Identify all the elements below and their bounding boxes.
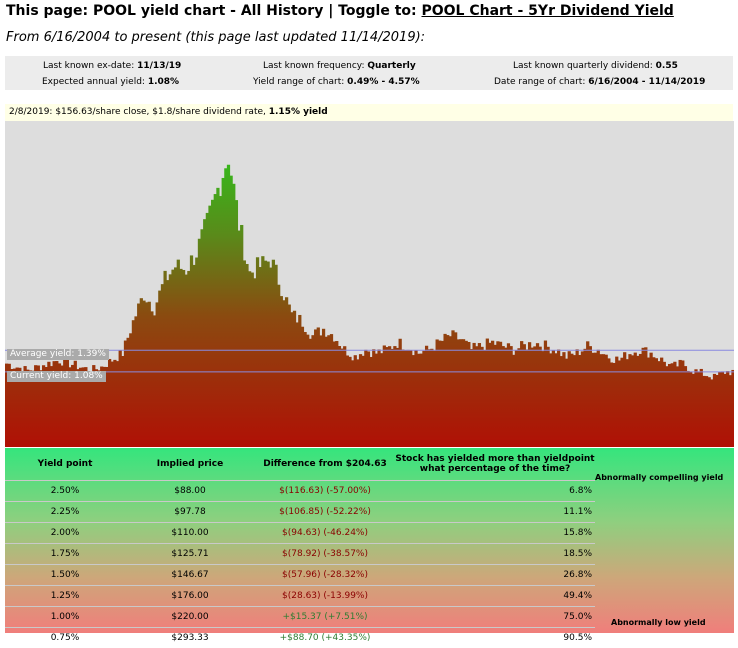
stat-quarterly-dividend: Last known quarterly dividend: 0.55 [513, 61, 678, 71]
difference-cell: $(57.96) (-28.32%) [255, 565, 395, 586]
yield-point-cell: 2.50% [5, 481, 125, 502]
implied-price-cell: $146.67 [125, 565, 255, 586]
difference-cell: $(28.63) (-13.99%) [255, 586, 395, 607]
yield-table: Yield point Implied price Difference fro… [5, 448, 595, 648]
stat-frequency: Last known frequency: Quarterly [263, 61, 416, 71]
difference-cell: $(106.85) (-52.22%) [255, 502, 395, 523]
col-percent-time: Stock has yielded more than yieldpoint w… [395, 448, 595, 481]
stat-ex-date: Last known ex-date: 11/13/19 [43, 61, 181, 71]
difference-cell: +$15.37 (+7.51%) [255, 607, 395, 628]
table-row: 1.75%$125.71$(78.92) (-38.57%)18.5% [5, 544, 595, 565]
col-yield-point: Yield point [5, 448, 125, 481]
difference-cell: $(78.92) (-38.57%) [255, 544, 395, 565]
page-subtitle: From 6/16/2004 to present (this page las… [6, 30, 425, 45]
col-difference: Difference from $204.63 [255, 448, 395, 481]
implied-price-cell: $293.33 [125, 628, 255, 648]
yield-point-cell: 2.25% [5, 502, 125, 523]
difference-cell: $(94.63) (-46.24%) [255, 523, 395, 544]
table-row: 1.25%$176.00$(28.63) (-13.99%)49.4% [5, 586, 595, 607]
stat-annual-yield: Expected annual yield: 1.08% [42, 77, 179, 87]
compelling-yield-label: Abnormally compelling yield [595, 473, 723, 482]
implied-price-cell: $110.00 [125, 523, 255, 544]
stat-yield-range: Yield range of chart: 0.49% - 4.57% [253, 77, 420, 87]
col-implied-price: Implied price [125, 448, 255, 481]
implied-price-cell: $220.00 [125, 607, 255, 628]
implied-price-cell: $176.00 [125, 586, 255, 607]
percent-time-cell: 6.8% [395, 481, 595, 502]
current-yield-label: Current yield: 1.08% [7, 371, 106, 382]
difference-cell: +$88.70 (+43.35%) [255, 628, 395, 648]
yield-table-panel: Yield point Implied price Difference fro… [5, 448, 734, 633]
implied-price-cell: $88.00 [125, 481, 255, 502]
percent-time-cell: 15.8% [395, 523, 595, 544]
yield-point-cell: 1.00% [5, 607, 125, 628]
table-row: 2.25%$97.78$(106.85) (-52.22%)11.1% [5, 502, 595, 523]
table-row: 2.00%$110.00$(94.63) (-46.24%)15.8% [5, 523, 595, 544]
yield-point-cell: 1.25% [5, 586, 125, 607]
percent-time-cell: 11.1% [395, 502, 595, 523]
average-yield-label: Average yield: 1.39% [7, 349, 109, 360]
table-header-row: Yield point Implied price Difference fro… [5, 448, 595, 481]
percent-time-cell: 18.5% [395, 544, 595, 565]
table-row: 2.50%$88.00$(116.63) (-57.00%)6.8% [5, 481, 595, 502]
page-title: This page: POOL yield chart - All Histor… [6, 3, 674, 19]
implied-price-cell: $97.78 [125, 502, 255, 523]
stat-date-range: Date range of chart: 6/16/2004 - 11/14/2… [494, 77, 705, 87]
table-row: 1.00%$220.00+$15.37 (+7.51%)75.0% [5, 607, 595, 628]
yield-series [5, 165, 734, 447]
yield-point-cell: 1.75% [5, 544, 125, 565]
percent-time-cell: 49.4% [395, 586, 595, 607]
percent-time-cell: 26.8% [395, 565, 595, 586]
percent-time-cell: 75.0% [395, 607, 595, 628]
implied-price-cell: $125.71 [125, 544, 255, 565]
stats-panel: Last known ex-date: 11/13/19 Last known … [5, 56, 733, 90]
yield-bar [731, 370, 734, 447]
percent-time-cell: 90.5% [395, 628, 595, 648]
yield-point-cell: 0.75% [5, 628, 125, 648]
low-yield-label: Abnormally low yield [611, 618, 706, 627]
table-row: 1.50%$146.67$(57.96) (-28.32%)26.8% [5, 565, 595, 586]
toggle-chart-link[interactable]: POOL Chart - 5Yr Dividend Yield [421, 3, 673, 19]
title-prefix: This page: POOL yield chart - All Histor… [6, 3, 417, 19]
yield-chart-svg [5, 121, 734, 447]
yield-chart[interactable]: Average yield: 1.39% Current yield: 1.08… [5, 121, 734, 447]
yield-point-cell: 1.50% [5, 565, 125, 586]
yield-point-cell: 2.00% [5, 523, 125, 544]
difference-cell: $(116.63) (-57.00%) [255, 481, 395, 502]
chart-tooltip: 2/8/2019: $156.63/share close, $1.8/shar… [5, 104, 733, 122]
table-row: 0.75%$293.33+$88.70 (+43.35%)90.5% [5, 628, 595, 648]
